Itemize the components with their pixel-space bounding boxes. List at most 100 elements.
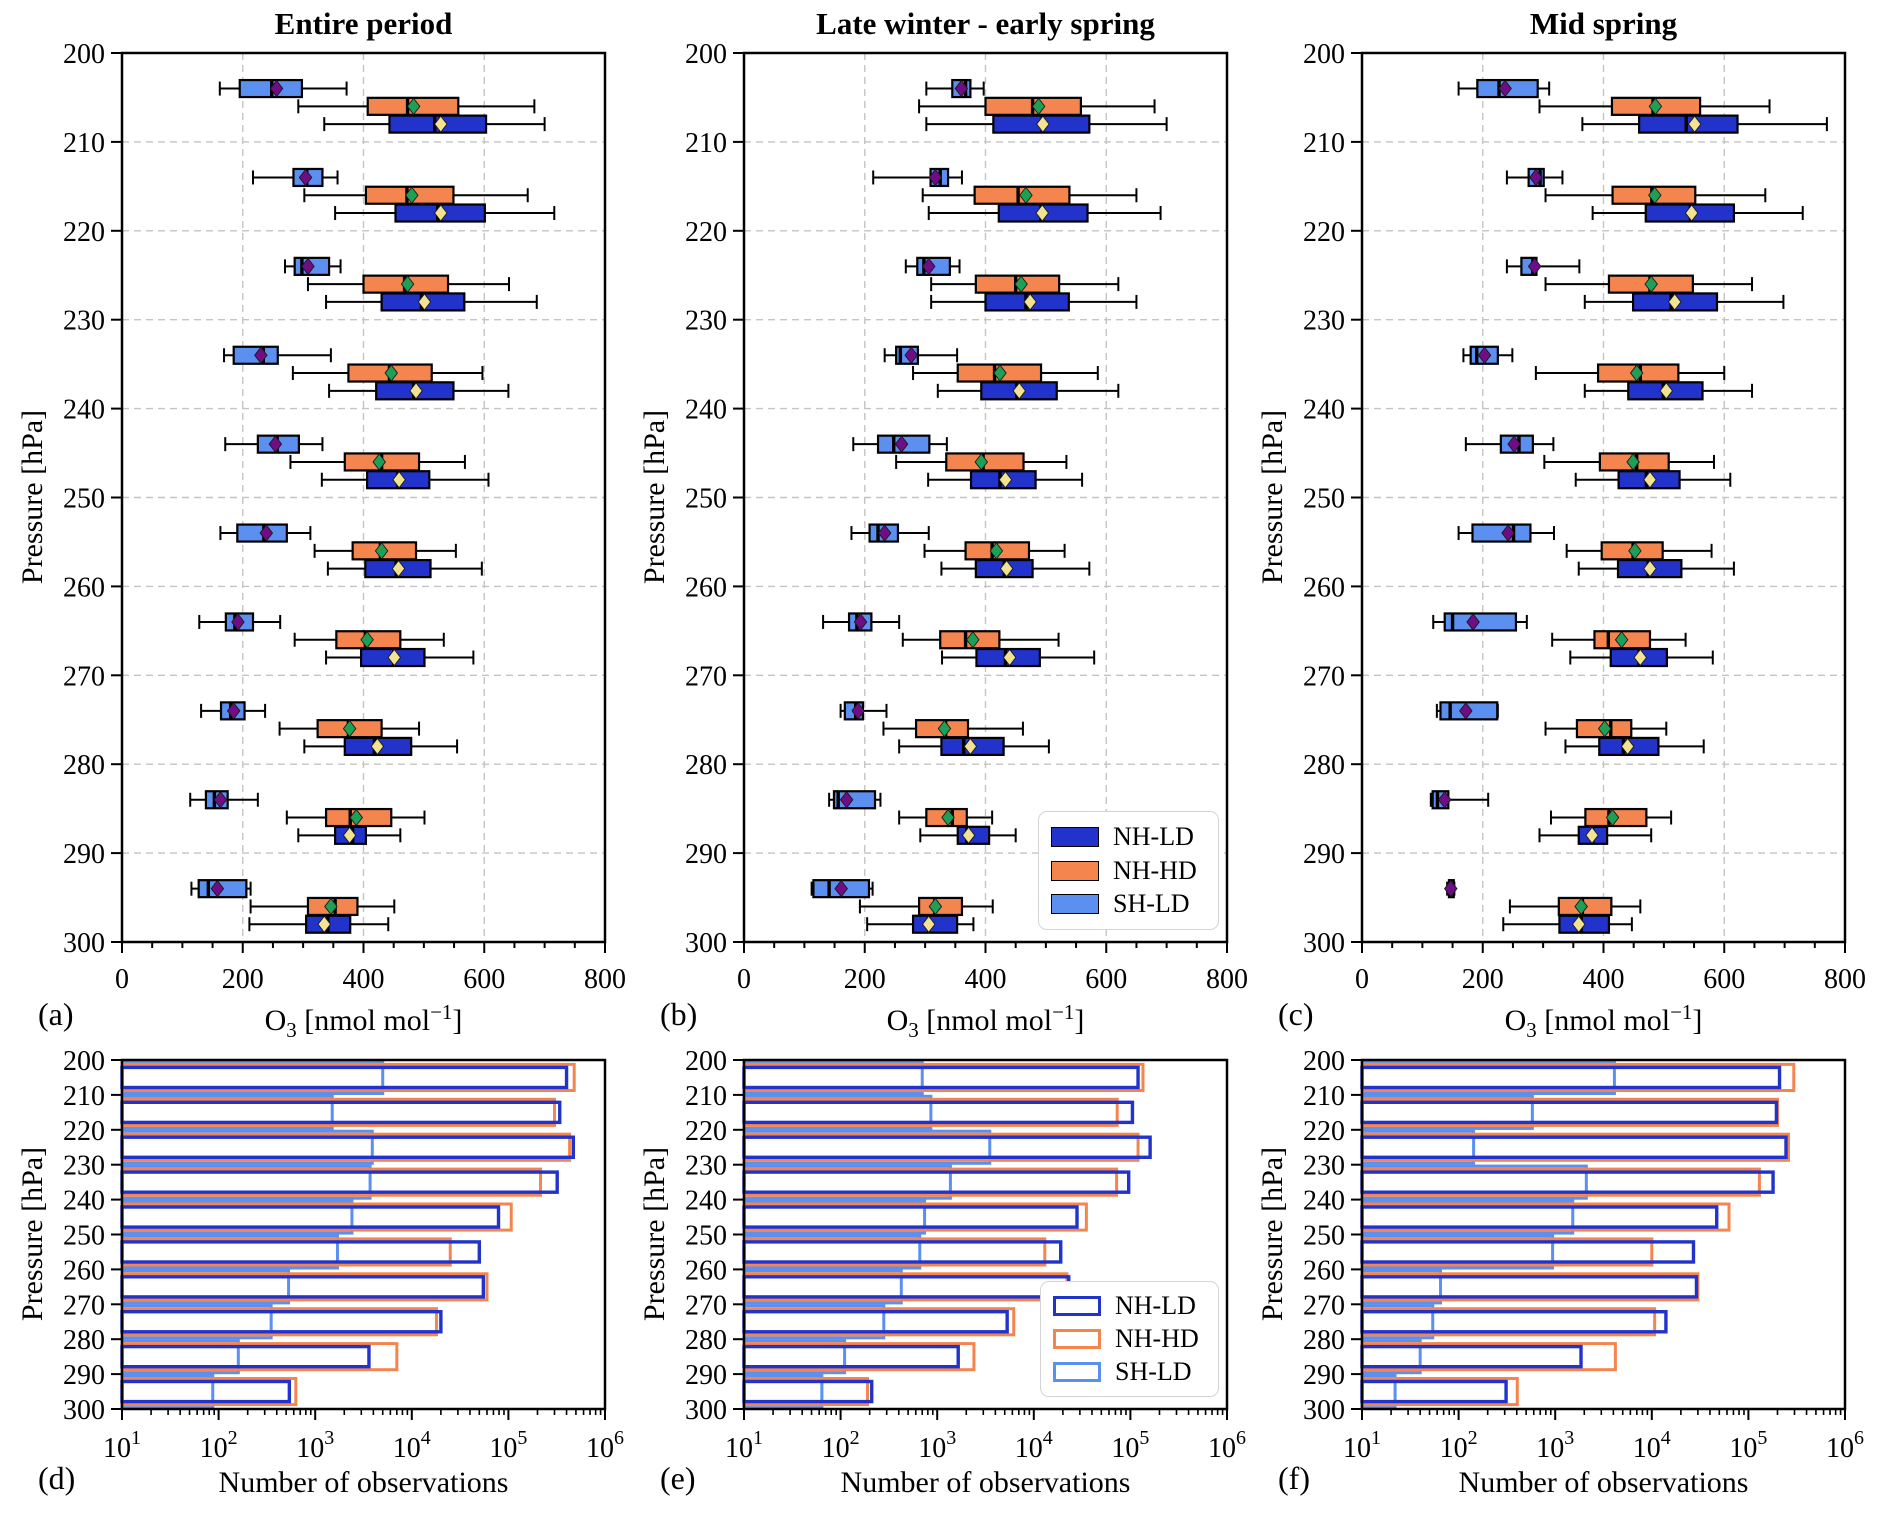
- panel-c-xlabel: O3 [nmol mol−1]: [1504, 1000, 1703, 1042]
- svg-text:105: 105: [489, 1427, 527, 1464]
- sh-ld-swatch-icon: [1051, 894, 1099, 915]
- o3-units-close: ]: [452, 1004, 463, 1037]
- nh-hd-outline-swatch-icon: [1053, 1329, 1101, 1349]
- panel-b-xlabel: O3 [nmol mol−1]: [886, 1000, 1085, 1042]
- svg-text:230: 230: [1303, 1151, 1345, 1182]
- o3-symbol: O: [264, 1004, 287, 1037]
- svg-text:220: 220: [1303, 1116, 1345, 1147]
- svg-text:106: 106: [586, 1427, 624, 1464]
- svg-text:230: 230: [685, 1151, 727, 1182]
- svg-text:200: 200: [1303, 1046, 1345, 1077]
- legend-item-nh-hd: NH-HD: [1053, 1324, 1206, 1354]
- svg-text:240: 240: [1303, 395, 1345, 426]
- panel-b-boxplot: 200 210 220 230 240 250 260 270 280 290 300 0 200 400…: [685, 39, 1248, 995]
- svg-text:280: 280: [685, 1325, 727, 1356]
- svg-text:240: 240: [685, 1186, 727, 1217]
- svg-text:600: 600: [463, 964, 505, 995]
- svg-text:280: 280: [1303, 1325, 1345, 1356]
- svg-text:290: 290: [1303, 839, 1345, 870]
- svg-text:103: 103: [296, 1427, 334, 1464]
- svg-text:280: 280: [1303, 750, 1345, 781]
- panel-f-letter: (f): [1278, 1460, 1310, 1496]
- legend-label: SH-LD: [1113, 889, 1190, 919]
- svg-text:800: 800: [1824, 964, 1866, 995]
- legend-item-nh-ld: NH-LD: [1051, 822, 1206, 852]
- svg-text:200: 200: [685, 39, 727, 70]
- svg-text:240: 240: [63, 1186, 105, 1217]
- panel-a-letter: (a): [38, 996, 74, 1032]
- panel-e-ylabel: Pressure [hPa]: [638, 1146, 671, 1322]
- svg-text:101: 101: [1343, 1427, 1381, 1464]
- svg-text:210: 210: [63, 128, 105, 159]
- panel-a-xlabel: O3 [nmol mol−1]: [122, 1000, 605, 1043]
- svg-text:104: 104: [393, 1427, 431, 1464]
- svg-text:200: 200: [685, 1046, 727, 1077]
- panel-e-letter: (e): [660, 1460, 696, 1496]
- svg-text:290: 290: [1303, 1360, 1345, 1391]
- legend-label: NH-LD: [1115, 1291, 1196, 1320]
- svg-text:200: 200: [63, 1046, 105, 1077]
- svg-text:260: 260: [1303, 572, 1345, 603]
- legend-label: NH-HD: [1115, 1324, 1199, 1353]
- svg-text:260: 260: [63, 1255, 105, 1286]
- svg-text:103: 103: [1536, 1427, 1574, 1464]
- svg-text:300: 300: [1303, 928, 1345, 959]
- svg-text:0: 0: [737, 964, 751, 995]
- svg-text:230: 230: [685, 306, 727, 337]
- svg-text:210: 210: [1303, 128, 1345, 159]
- svg-text:200: 200: [63, 39, 105, 70]
- svg-text:106: 106: [1208, 1427, 1246, 1464]
- svg-text:240: 240: [1303, 1186, 1345, 1217]
- svg-text:300: 300: [685, 928, 727, 959]
- panel-d-ylabel: Pressure [hPa]: [16, 1146, 49, 1322]
- svg-text:270: 270: [685, 661, 727, 692]
- panel-a-boxplot: 200 210 220 230 240 250 260 270 280 290 300 0 200 400…: [63, 39, 626, 995]
- svg-text:200: 200: [222, 964, 264, 995]
- svg-text:260: 260: [1303, 1255, 1345, 1286]
- svg-text:260: 260: [63, 572, 105, 603]
- svg-text:250: 250: [63, 484, 105, 515]
- svg-text:290: 290: [63, 839, 105, 870]
- svg-text:250: 250: [1303, 1221, 1345, 1252]
- panel-d-letter: (d): [38, 1460, 76, 1496]
- svg-text:800: 800: [1206, 964, 1248, 995]
- svg-text:270: 270: [63, 661, 105, 692]
- svg-text:270: 270: [63, 1290, 105, 1321]
- svg-text:800: 800: [584, 964, 626, 995]
- svg-text:300: 300: [63, 928, 105, 959]
- svg-text:0: 0: [1355, 964, 1369, 995]
- panel-b-ylabel: Pressure [hPa]: [638, 409, 671, 585]
- svg-text:105: 105: [1111, 1427, 1149, 1464]
- nh-ld-outline-swatch-icon: [1053, 1296, 1101, 1316]
- svg-text:103: 103: [918, 1427, 956, 1464]
- svg-text:0: 0: [115, 964, 129, 995]
- svg-text:101: 101: [103, 1427, 141, 1464]
- svg-text:230: 230: [1303, 306, 1345, 337]
- svg-text:102: 102: [200, 1427, 238, 1464]
- legend-boxplots: NH-LD NH-HD SH-LD: [1038, 811, 1219, 930]
- legend-label: SH-LD: [1115, 1357, 1192, 1386]
- svg-text:300: 300: [63, 1395, 105, 1426]
- svg-text:200: 200: [1303, 39, 1345, 70]
- svg-text:400: 400: [1583, 964, 1625, 995]
- panel-a-ylabel: Pressure [hPa]: [16, 409, 49, 585]
- svg-text:400: 400: [343, 964, 385, 995]
- svg-text:250: 250: [63, 1221, 105, 1252]
- svg-text:240: 240: [685, 395, 727, 426]
- svg-text:280: 280: [685, 750, 727, 781]
- svg-text:290: 290: [685, 839, 727, 870]
- panel-b-letter: (b): [660, 996, 698, 1032]
- svg-text:104: 104: [1633, 1427, 1671, 1464]
- svg-text:102: 102: [1440, 1427, 1478, 1464]
- panel-f-xlabel: Number of observations: [1458, 1466, 1749, 1499]
- svg-text:230: 230: [63, 306, 105, 337]
- svg-text:220: 220: [63, 1116, 105, 1147]
- legend-label: NH-LD: [1113, 821, 1194, 851]
- nh-hd-swatch-icon: [1051, 860, 1099, 881]
- svg-text:250: 250: [685, 1221, 727, 1252]
- svg-text:290: 290: [63, 1360, 105, 1391]
- svg-text:220: 220: [63, 217, 105, 248]
- svg-text:300: 300: [685, 1395, 727, 1426]
